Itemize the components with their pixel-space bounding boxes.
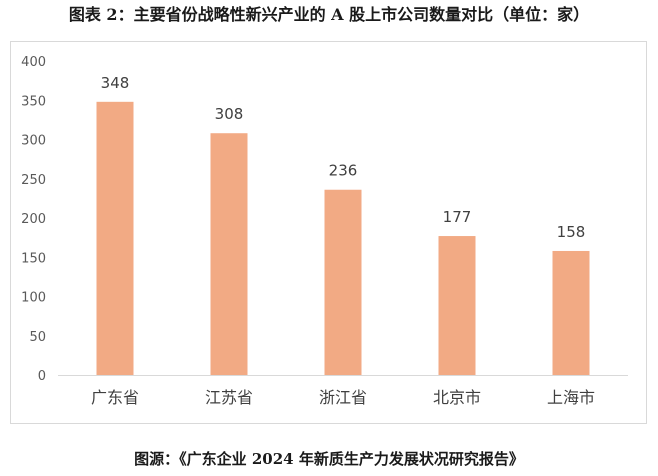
bar-chart: 0 50 100 150 200 250 300 350 400 348 广东省 308 江苏省 236 浙… bbox=[21, 55, 628, 407]
y-tick-label: 0 bbox=[38, 369, 46, 384]
y-tick-label: 250 bbox=[21, 173, 46, 188]
bar bbox=[552, 250, 590, 375]
data-label: 348 bbox=[101, 74, 130, 92]
y-tick-label: 200 bbox=[21, 212, 46, 227]
y-tick-label: 150 bbox=[21, 251, 46, 266]
data-label: 158 bbox=[557, 223, 586, 241]
data-label: 308 bbox=[215, 105, 244, 123]
data-label: 236 bbox=[329, 162, 358, 180]
chart-title: 图表 2：主要省份战略性新兴产业的 A 股上市公司数量对比（单位：家） bbox=[68, 5, 590, 24]
y-tick-label: 400 bbox=[21, 55, 46, 70]
bar bbox=[438, 236, 476, 375]
y-tick-label: 100 bbox=[21, 291, 46, 306]
y-tick-label: 300 bbox=[21, 134, 46, 149]
category-label: 北京市 bbox=[433, 388, 481, 407]
y-tick-label: 50 bbox=[29, 330, 46, 345]
bar bbox=[96, 101, 134, 375]
category-label: 上海市 bbox=[547, 388, 595, 407]
y-tick-label: 350 bbox=[21, 94, 46, 109]
data-label: 177 bbox=[443, 208, 472, 226]
category-label: 广东省 bbox=[91, 388, 139, 407]
category-label: 浙江省 bbox=[319, 388, 367, 407]
chart-source: 图源：《广东企业 2024 年新质生产力发展状况研究报告》 bbox=[134, 450, 524, 468]
chart-frame bbox=[10, 41, 647, 424]
category-label: 江苏省 bbox=[205, 388, 253, 407]
bar bbox=[210, 133, 248, 375]
bar bbox=[324, 189, 362, 375]
